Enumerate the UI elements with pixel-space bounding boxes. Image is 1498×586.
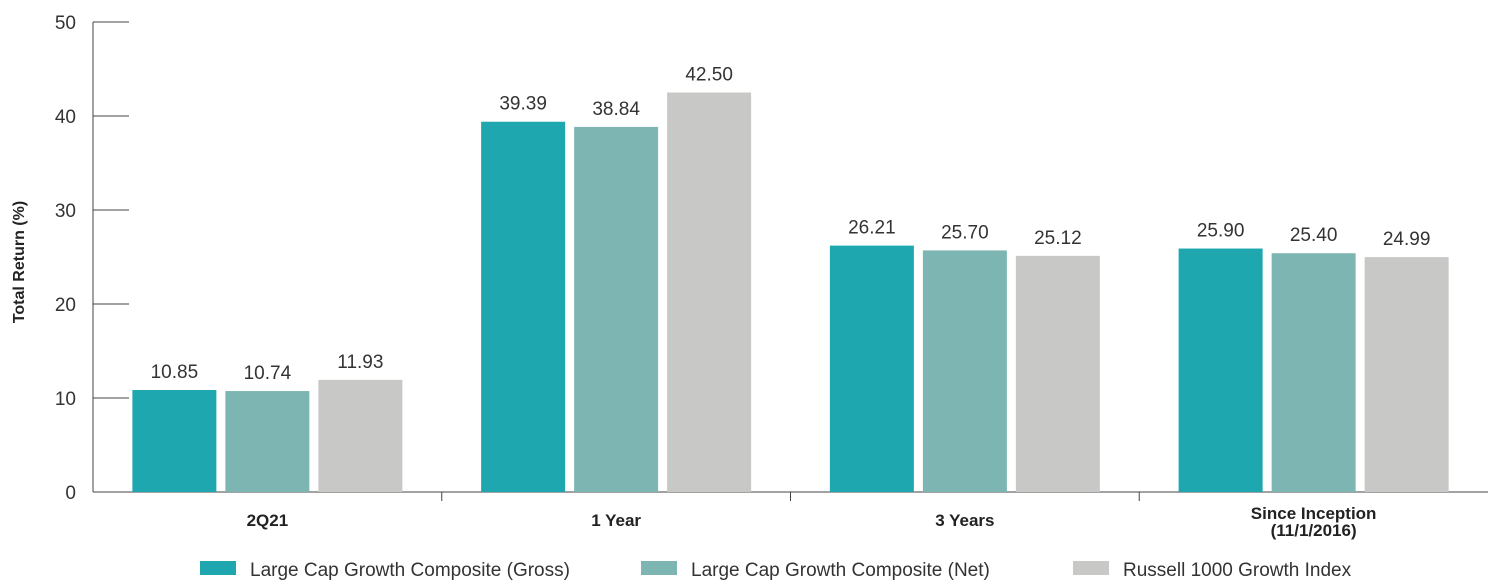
y-axis-title: Total Return (%) <box>11 201 28 323</box>
bar-value-label: 42.50 <box>685 65 733 86</box>
bars <box>132 92 1449 493</box>
y-tick-label: 10 <box>55 389 76 410</box>
bar <box>132 390 217 492</box>
bar-value-label: 39.39 <box>499 94 547 115</box>
legend-swatch <box>200 561 236 575</box>
bar <box>318 379 403 492</box>
legend-label: Large Cap Growth Composite (Gross) <box>250 560 570 581</box>
legend-item: Large Cap Growth Composite (Gross) <box>200 560 570 581</box>
bar <box>1178 248 1263 492</box>
x-category-label: Since Inception <box>1251 504 1377 523</box>
bar-value-label: 25.40 <box>1290 225 1338 246</box>
bar-value-label: 10.74 <box>244 363 292 384</box>
bar <box>922 250 1007 492</box>
bar <box>574 126 659 493</box>
x-category-label: 2Q21 <box>247 511 289 530</box>
bar <box>1015 255 1100 492</box>
category-labels: 2Q21 1 Year 3 Years Since Inception(11/1/20… <box>247 504 1377 540</box>
bar-value-label: 25.12 <box>1034 228 1082 249</box>
y-axis: 0 10 20 30 40 50 <box>55 13 129 504</box>
y-tick-label: 50 <box>55 13 76 34</box>
legend: Large Cap Growth Composite (Gross) Large … <box>200 560 1352 581</box>
bar-value-label: 25.70 <box>941 222 989 243</box>
legend-swatch <box>1073 561 1109 575</box>
x-axis <box>93 491 1488 501</box>
legend-item: Large Cap Growth Composite (Net) <box>641 560 990 581</box>
bar <box>1364 257 1449 492</box>
y-tick-label: 0 <box>65 483 76 504</box>
bar-value-label: 11.93 <box>337 352 383 373</box>
bar <box>481 121 566 492</box>
x-category-label: 3 Years <box>935 511 994 530</box>
bar-value-label: 26.21 <box>848 218 896 239</box>
x-category-label: 1 Year <box>591 511 641 530</box>
bar <box>667 92 752 492</box>
legend-item: Russell 1000 Growth Index <box>1073 560 1352 581</box>
y-tick-label: 20 <box>55 295 76 316</box>
bar <box>1271 253 1356 492</box>
bar-value-label: 24.99 <box>1383 229 1431 250</box>
bar-value-label: 25.90 <box>1197 221 1245 242</box>
x-category-label: (11/1/2016) <box>1271 521 1357 540</box>
y-tick-label: 30 <box>55 201 76 222</box>
bar-value-label: 10.85 <box>151 362 199 383</box>
legend-swatch <box>641 561 677 575</box>
legend-label: Russell 1000 Growth Index <box>1123 560 1352 581</box>
y-tick-label: 40 <box>55 107 76 128</box>
legend-label: Large Cap Growth Composite (Net) <box>691 560 990 581</box>
value-labels: 10.85 10.74 11.93 39.39 38.84 42.50 26.21 25.70… <box>151 65 1431 385</box>
bar <box>225 391 310 492</box>
bar <box>829 245 914 492</box>
bar-value-label: 38.84 <box>592 99 640 120</box>
